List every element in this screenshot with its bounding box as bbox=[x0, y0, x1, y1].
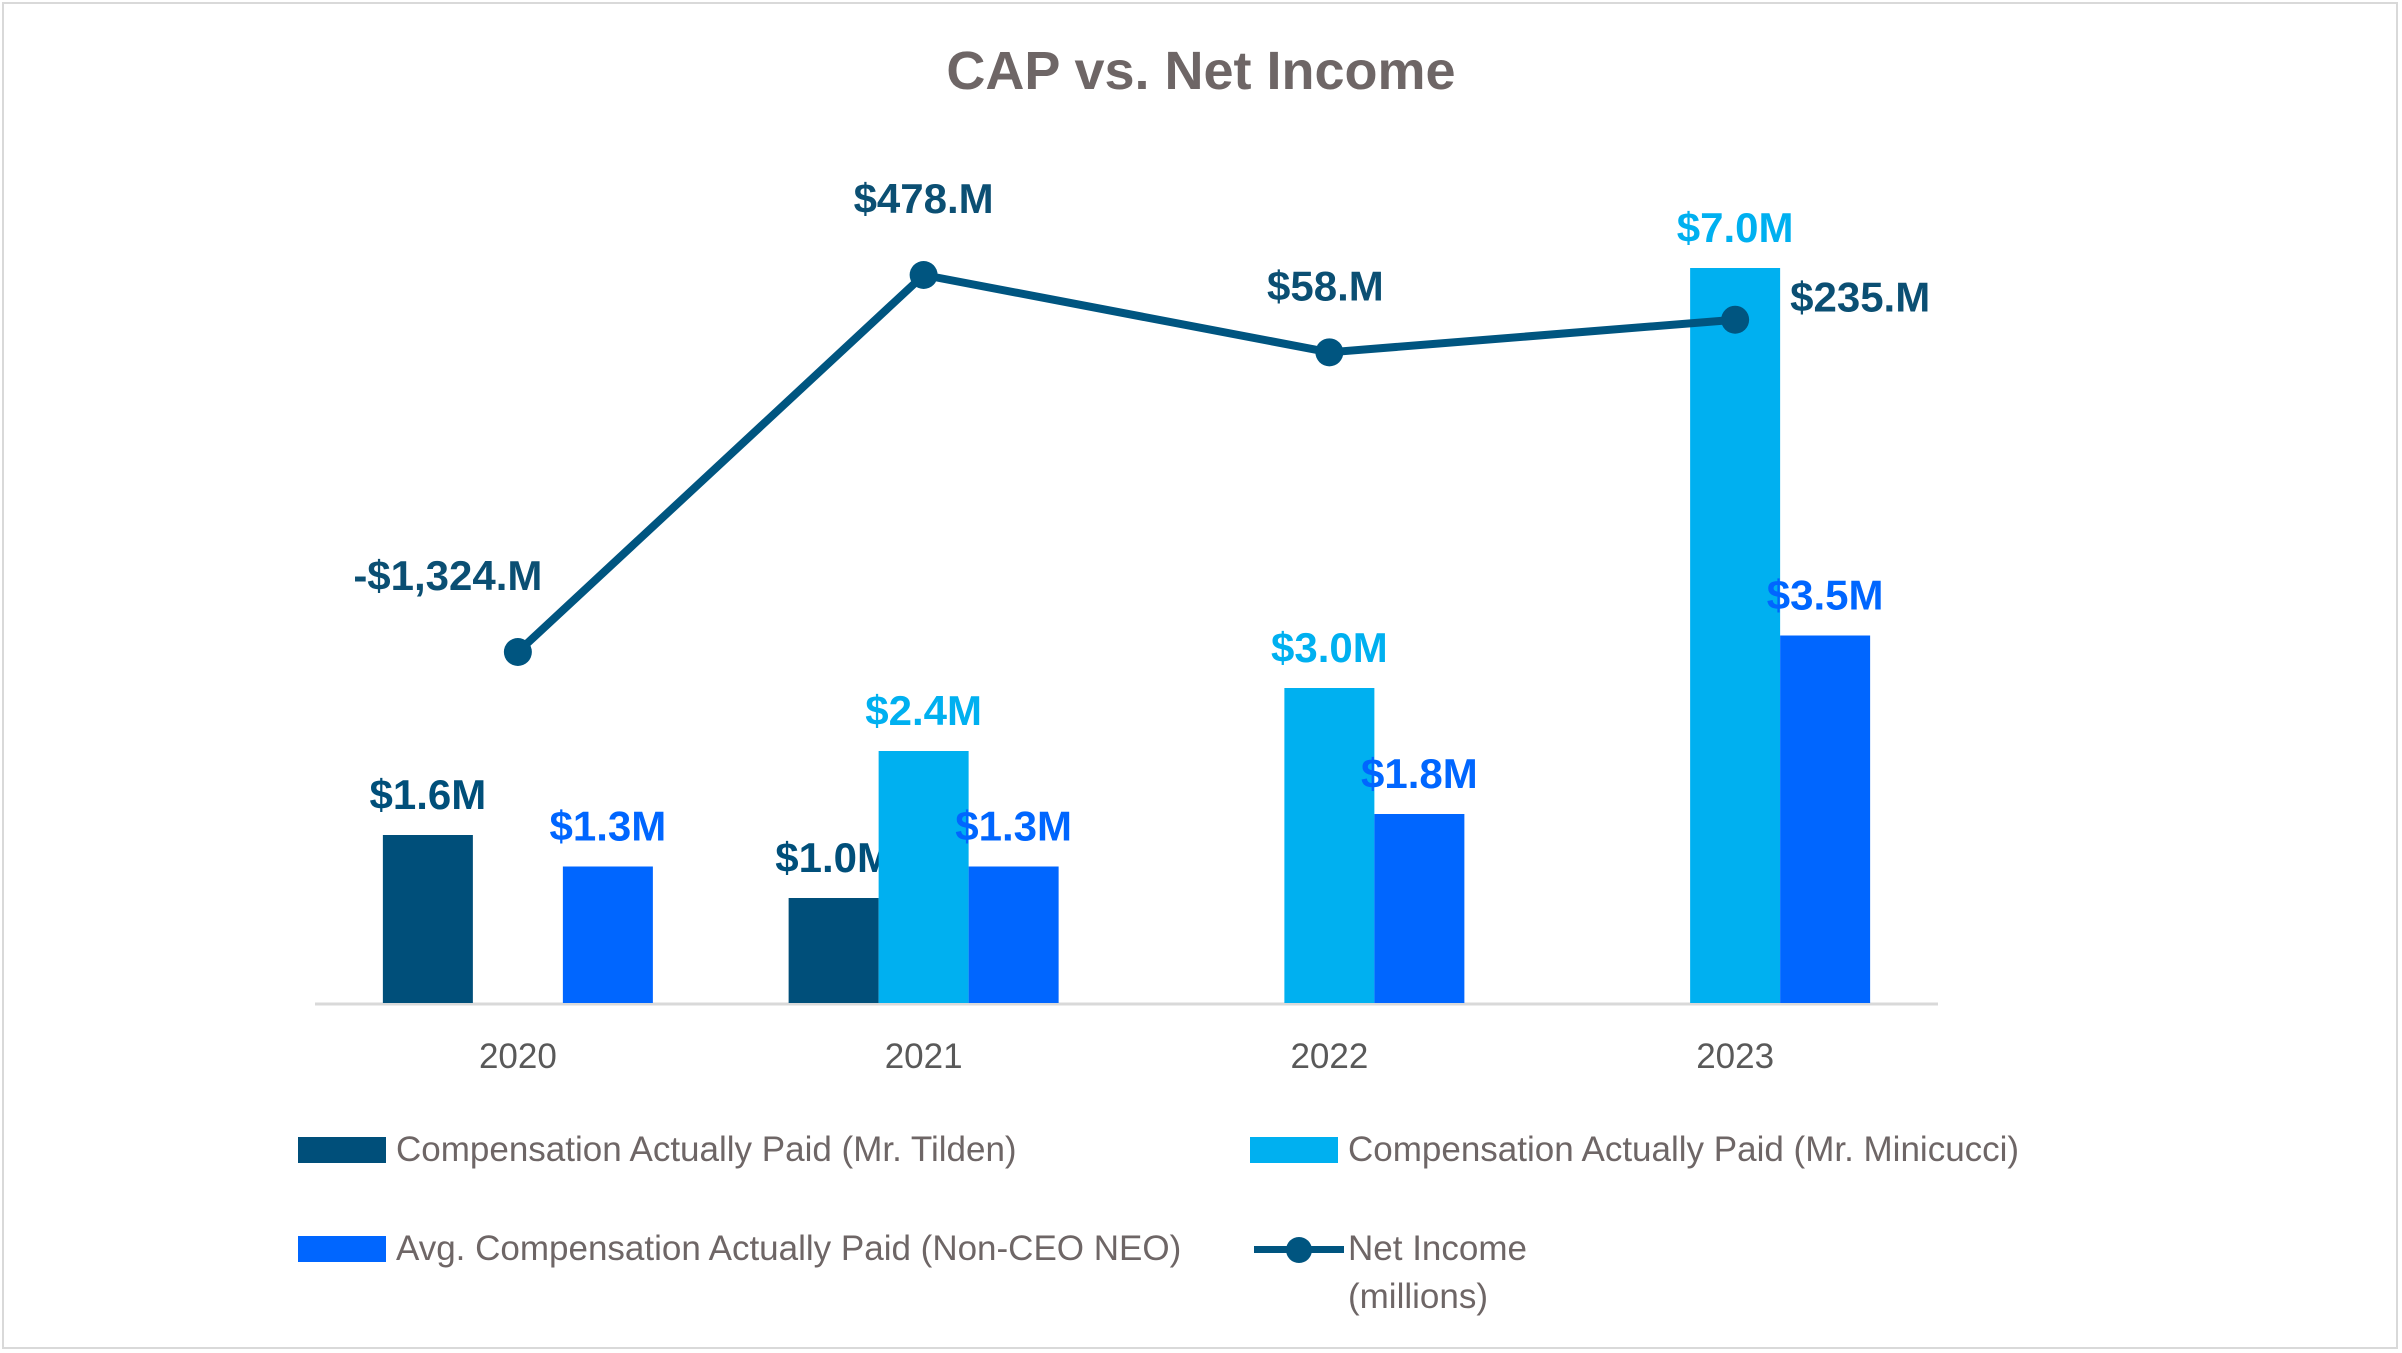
bar-label-tilden-2020: $1.6M bbox=[370, 771, 487, 818]
net-income-label-2021: $478.M bbox=[854, 175, 994, 222]
bar-label-non-ceo-neo-2020: $1.3M bbox=[550, 803, 667, 850]
legend-item-non-ceo-neo: Avg. Compensation Actually Paid (Non-CEO… bbox=[298, 1225, 1181, 1273]
bar-label-minicucci-2021: $2.4M bbox=[865, 687, 982, 734]
bar-label-non-ceo-neo-2023: $3.5M bbox=[1767, 572, 1884, 619]
net-income-point-2023 bbox=[1721, 305, 1750, 334]
legend-label-net-income: Net Income (millions) bbox=[1348, 1229, 1527, 1316]
net-income-label-2022: $58.M bbox=[1267, 262, 1384, 309]
x-tick-label-2021: 2021 bbox=[885, 1037, 963, 1076]
bar-label-tilden-2021: $1.0M bbox=[775, 834, 892, 881]
legend-swatch-tilden bbox=[298, 1137, 386, 1163]
net-income-point-2022 bbox=[1315, 338, 1344, 367]
bar-minicucci-2022 bbox=[1284, 688, 1375, 1003]
bar-non-ceo-neo-2023 bbox=[1780, 635, 1871, 1003]
bar-label-non-ceo-neo-2021: $1.3M bbox=[955, 803, 1072, 850]
bar-non-ceo-neo-2020 bbox=[562, 866, 653, 1003]
x-tick-label-2023: 2023 bbox=[1696, 1037, 1774, 1076]
legend-swatch-minicucci bbox=[1250, 1137, 1338, 1163]
bar-minicucci-2023 bbox=[1690, 268, 1781, 1003]
bar-non-ceo-neo-2021 bbox=[968, 866, 1059, 1003]
net-income-line bbox=[515, 271, 1736, 655]
bar-label-minicucci-2023: $7.0M bbox=[1677, 204, 1794, 251]
net-income-label-2020: -$1,324.M bbox=[353, 552, 542, 599]
bar-label-minicucci-2022: $3.0M bbox=[1271, 624, 1388, 671]
legend-marker-net-income bbox=[1286, 1237, 1312, 1263]
bar-tilden-2021 bbox=[788, 898, 879, 1003]
bar-minicucci-2021 bbox=[878, 751, 969, 1003]
bar-label-non-ceo-neo-2022: $1.8M bbox=[1361, 750, 1478, 797]
bar-tilden-2020 bbox=[382, 835, 473, 1003]
bar-non-ceo-neo-2022 bbox=[1374, 814, 1465, 1003]
legend-item-net-income: Net Income (millions) bbox=[1250, 1225, 1527, 1321]
legend-label-non-ceo-neo: Avg. Compensation Actually Paid (Non-CEO… bbox=[396, 1229, 1182, 1268]
legend-swatch-net-income bbox=[1250, 1225, 1348, 1273]
legend-swatch-non-ceo-neo bbox=[298, 1236, 386, 1262]
net-income-point-2020 bbox=[503, 638, 532, 666]
x-tick-label-2022: 2022 bbox=[1290, 1037, 1368, 1076]
chart-title: CAP vs. Net Income bbox=[946, 41, 1456, 101]
x-tick-label-2020: 2020 bbox=[479, 1037, 557, 1076]
legend-item-tilden: Compensation Actually Paid (Mr. Tilden) bbox=[298, 1126, 1017, 1174]
net-income-label-2023: $235.M bbox=[1790, 274, 1930, 321]
net-income-point-2021 bbox=[909, 261, 938, 289]
legend-label-tilden: Compensation Actually Paid (Mr. Tilden) bbox=[396, 1130, 1017, 1169]
legend-label-minicucci: Compensation Actually Paid (Mr. Minicucc… bbox=[1348, 1130, 2020, 1169]
legend-item-minicucci: Compensation Actually Paid (Mr. Minicucc… bbox=[1250, 1126, 2019, 1174]
